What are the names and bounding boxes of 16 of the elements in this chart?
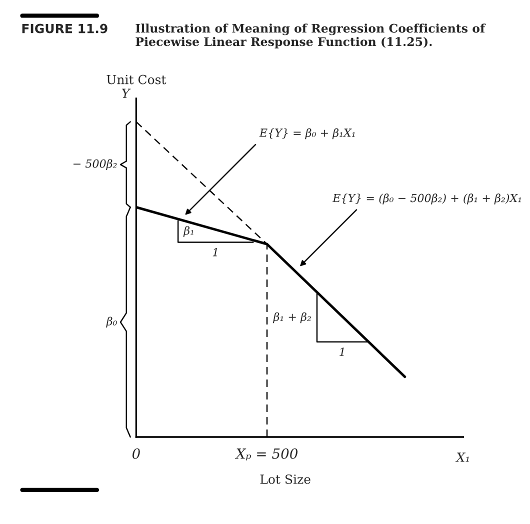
annotation: β₁: [183, 226, 194, 237]
text: β₀: [106, 316, 117, 328]
annotation: 1: [340, 348, 344, 356]
text: Y: [122, 88, 131, 98]
text: − 500β₂: [73, 159, 117, 170]
caption: FIGURE 11.9: [22, 24, 108, 34]
x-tick-label: Xₚ = 500: [234, 448, 298, 460]
annotation: E{Y} = β₀ + β₁X₁: [259, 128, 355, 140]
x-axis-title: Lot Size: [260, 474, 310, 484]
y-axis-title: Unit Cost: [106, 74, 166, 84]
annotation: E{Y} = (β₀ − 500β₂) + (β₁ + β₂)X₁: [332, 194, 521, 204]
x-tick-label: 0: [132, 448, 140, 459]
annotation: 1: [212, 248, 217, 256]
text: X₁: [455, 452, 469, 462]
chart-title: Illustration of Meaning of Regression Coefficients of Piecewise Linear Response Function (11.25).: [136, 24, 486, 48]
annotation: β₁ + β₂: [272, 312, 311, 324]
